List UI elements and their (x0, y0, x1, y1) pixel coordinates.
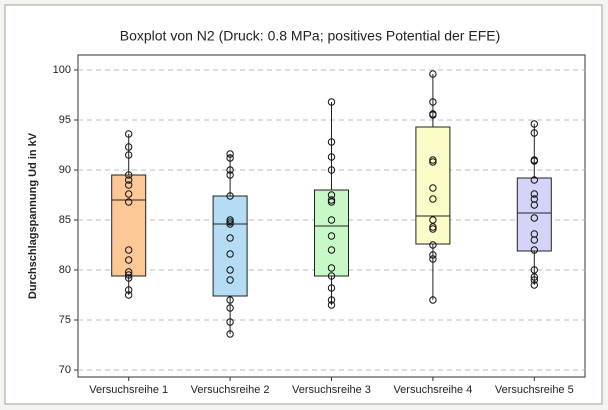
data-point (226, 266, 234, 274)
data-point (429, 296, 437, 304)
data-point (125, 246, 133, 254)
y-tick-label: 85 (59, 214, 71, 226)
data-point (327, 196, 336, 204)
box (212, 195, 248, 297)
x-tick-label: Versuchsreihe 1 (89, 384, 168, 396)
y-tick-label: 80 (59, 264, 71, 276)
data-point (125, 256, 133, 264)
data-point (429, 255, 437, 263)
data-point (125, 151, 133, 159)
data-point (530, 157, 538, 165)
data-point (327, 296, 336, 304)
data-point (125, 198, 133, 206)
data-point (327, 153, 336, 161)
data-point (125, 291, 133, 299)
box (111, 174, 147, 277)
data-point (429, 216, 437, 224)
data-point (429, 98, 437, 106)
data-point (429, 241, 437, 249)
data-point (327, 166, 336, 174)
data-point (530, 214, 538, 222)
data-point (125, 190, 133, 198)
y-axis-label: Durchschlagspannung Ud in kV (27, 132, 39, 299)
data-point (530, 190, 538, 198)
data-point (327, 301, 336, 309)
data-point (327, 191, 336, 199)
data-point (125, 271, 133, 279)
data-point (226, 154, 234, 162)
data-point (429, 184, 437, 192)
x-tick-label: Versuchsreihe 5 (495, 384, 574, 396)
data-point (429, 158, 437, 166)
data-point (327, 232, 336, 240)
data-point (226, 218, 234, 226)
chart-title: Boxplot von N2 (Druck: 0.8 MPa; positive… (120, 28, 501, 44)
data-point (327, 272, 336, 280)
data-point (125, 130, 133, 138)
data-point (226, 250, 234, 258)
data-point (530, 176, 538, 184)
data-point (226, 234, 234, 242)
data-point (327, 138, 336, 146)
data-point (327, 198, 336, 206)
data-point (125, 176, 133, 184)
box (415, 126, 451, 245)
data-point (530, 246, 538, 254)
y-tick-label: 75 (59, 314, 71, 326)
data-point (125, 143, 133, 151)
data-point (530, 266, 538, 274)
data-point (125, 171, 133, 179)
data-point (226, 330, 234, 338)
data-point (530, 273, 538, 281)
y-tick-label: 90 (59, 164, 71, 176)
x-tick-label: Versuchsreihe 2 (191, 384, 270, 396)
y-tick-label: 100 (53, 64, 71, 76)
data-point (125, 286, 133, 294)
x-tick-label: Versuchsreihe 4 (393, 384, 472, 396)
data-point (226, 304, 234, 312)
y-tick-label: 95 (59, 114, 71, 126)
data-point (226, 296, 234, 304)
data-point (530, 276, 538, 284)
data-point (226, 220, 234, 228)
data-point (125, 274, 133, 282)
data-point (429, 251, 437, 259)
data-point (530, 120, 538, 128)
data-point (327, 216, 336, 224)
data-point (226, 276, 234, 284)
x-tick-label: Versuchsreihe 3 (292, 384, 371, 396)
data-point (429, 223, 437, 231)
data-point (327, 98, 336, 106)
data-point (327, 284, 336, 292)
data-point (429, 111, 437, 119)
data-point (327, 246, 336, 254)
data-point (530, 201, 538, 209)
y-tick-label: 70 (59, 364, 71, 376)
data-point (226, 192, 234, 200)
data-point (530, 129, 538, 137)
data-point (429, 195, 437, 203)
data-point (226, 166, 234, 174)
data-point (327, 264, 336, 272)
data-point (429, 225, 437, 233)
data-point (226, 216, 234, 224)
data-point (226, 171, 234, 179)
data-point (226, 150, 234, 158)
data-point (125, 181, 133, 189)
data-point (530, 236, 538, 244)
data-point (429, 70, 437, 78)
data-point (429, 156, 437, 164)
data-point (530, 281, 538, 289)
data-point (226, 318, 234, 326)
